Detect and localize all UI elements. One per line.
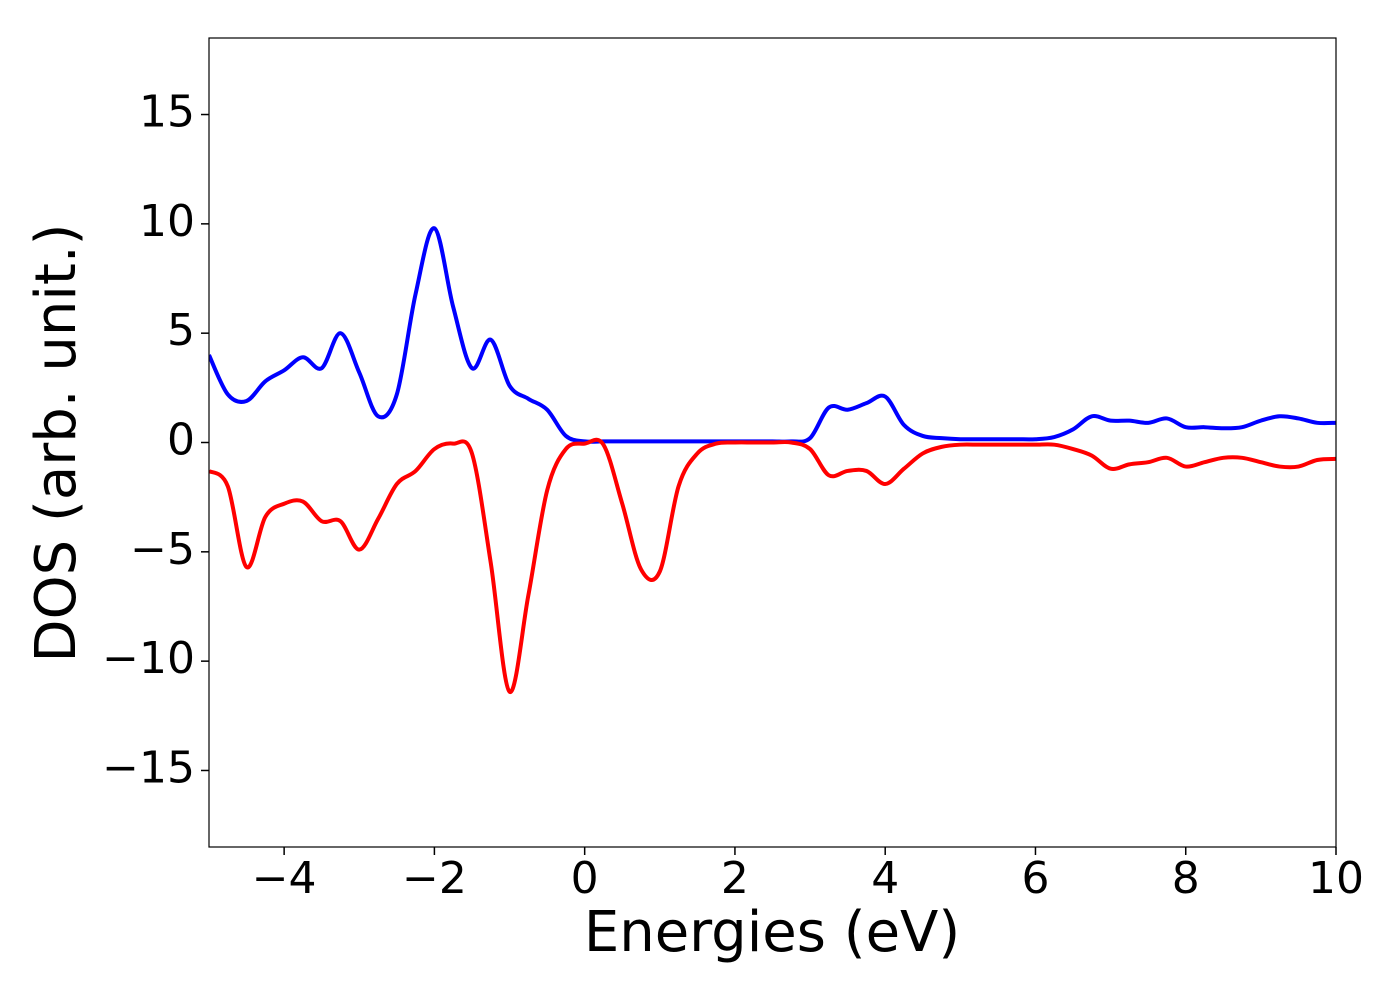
x-tick-label: 0 (571, 853, 599, 904)
y-tick-label: −10 (102, 633, 195, 684)
x-tick-label: 10 (1308, 853, 1364, 904)
y-tick-label: 0 (167, 415, 195, 466)
data-line (209, 226, 1336, 444)
y-tick-label: −15 (102, 742, 195, 793)
x-tick-label: 8 (1172, 853, 1200, 904)
x-tick-label: 4 (871, 853, 899, 904)
x-tick-label: −2 (402, 853, 467, 904)
y-tick-label: 10 (139, 196, 195, 247)
plot-frame (208, 37, 1337, 848)
data-line (209, 437, 1336, 694)
x-tick-label: 6 (1021, 853, 1049, 904)
x-tick-label: 2 (721, 853, 749, 904)
y-axis-label: DOS (arb. unit.) (24, 223, 89, 662)
y-tick-label: 5 (167, 305, 195, 356)
x-tick-label: −4 (252, 853, 317, 904)
x-axis-label: Energies (eV) (584, 900, 960, 965)
y-tick-label: 15 (139, 87, 195, 138)
y-tick-label: −5 (130, 524, 195, 575)
